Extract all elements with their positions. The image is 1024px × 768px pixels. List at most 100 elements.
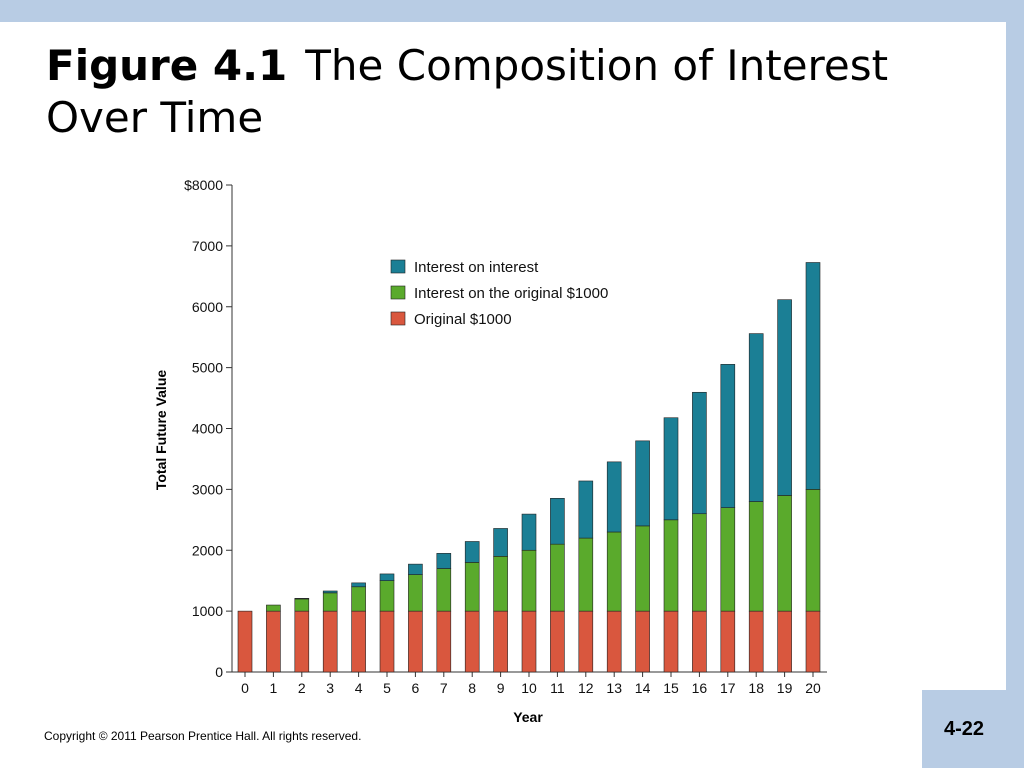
legend-label: Interest on the original $1000 [414,285,608,302]
x-tick-label: 14 [635,680,651,696]
bar-segment-interest-on-original [777,495,792,612]
bar-segment-interest-on-original [322,592,338,612]
x-tick-label: 7 [440,680,448,696]
bar-segment-interest-on-interest [521,513,537,551]
y-axis-label: Total Future Value [153,370,169,491]
bar-segment-interest-on-original [266,604,281,612]
y-tick-label: 7000 [192,238,223,254]
bar-segment-original [294,610,310,673]
legend-label: Original $1000 [414,311,512,328]
y-tick-label: 5000 [192,360,223,376]
bar-segment-interest-on-original [720,507,736,612]
bar-segment-original [805,610,821,673]
bar-segment-original [408,610,423,673]
bar-segment-original [635,610,650,673]
bar-segment-original [379,610,395,673]
bar-segment-original [237,610,253,673]
copyright-notice: Copyright © 2011 Pearson Prentice Hall. … [44,729,362,743]
figure-title: The Composition of Interest Over Time [46,41,889,142]
legend: Interest on interest Interest on the orig… [390,259,608,328]
page-number: 4-22 [943,718,985,740]
bar-segment-original [692,610,707,673]
page-title: Figure 4.1 The Composition of Interest Ov… [46,40,986,144]
bar-segment-interest-on-original [606,531,622,612]
bar-segment-interest-on-interest [351,582,366,588]
bar-segment-original [606,610,622,673]
bar-segment-interest-on-original [805,489,821,612]
bar-segment-interest-on-interest [692,391,707,515]
x-tick-label: 4 [355,680,363,696]
x-tick-label: 17 [720,680,736,696]
bar-segment-interest-on-interest [493,528,508,557]
x-tick-label: 12 [578,680,594,696]
bar-segment-original [720,610,736,673]
bar-segment-interest-on-interest [379,573,395,581]
y-tick-label: 2000 [192,542,223,558]
x-tick-label: 6 [412,680,420,696]
bars [237,262,821,673]
bar-segment-interest-on-original [464,562,480,612]
legend-swatch [390,285,406,300]
bar-segment-interest-on-original [635,525,650,612]
bar-segment-interest-on-interest [805,262,821,490]
bar-segment-interest-on-interest [294,598,310,600]
bar-segment-interest-on-original [351,586,366,612]
x-tick-label: 18 [748,680,764,696]
bar-segment-interest-on-original [521,549,537,612]
y-tick-label: 6000 [192,299,223,315]
bar-segment-original [436,610,452,673]
bar-segment-interest-on-original [550,543,565,612]
bar-segment-interest-on-original [436,568,452,612]
x-tick-label: 1 [270,680,278,696]
page-number-box: 4-22 [922,690,1006,768]
bar-segment-interest-on-interest [408,563,423,575]
bar-segment-original [493,610,508,673]
bar-segment-interest-on-interest [720,364,736,508]
bar-segment-interest-on-original [379,580,395,612]
y-tick-label: $8000 [184,177,223,193]
x-tick-label: 10 [521,680,537,696]
bar-segment-interest-on-interest [436,553,452,569]
bar-segment-interest-on-original [294,598,310,612]
bar-segment-interest-on-original [663,519,679,612]
figure-number: Figure 4.1 [46,41,288,90]
y-tick-label: 3000 [192,481,223,497]
bar-segment-interest-on-original [748,501,764,612]
bar-segment-interest-on-interest [578,480,594,539]
x-axis-label: Year [513,709,543,725]
bar-segment-original [521,610,537,673]
bar-segment-interest-on-interest [550,498,565,545]
x-tick-label: 19 [777,680,793,696]
bar-segment-interest-on-interest [748,333,764,502]
bar-segment-original [322,610,338,673]
bar-segment-interest-on-original [493,556,508,612]
bar-segment-original [550,610,565,673]
x-tick-label: 0 [241,680,249,696]
bar-segment-original [464,610,480,673]
x-tick-label: 20 [805,680,821,696]
x-tick-label: 11 [550,680,565,696]
bar-segment-interest-on-original [408,574,423,612]
legend-label: Interest on interest [414,259,539,276]
bar-segment-interest-on-interest [464,541,480,563]
y-tick-label: 1000 [192,603,223,619]
bar-segment-original [266,610,281,673]
y-tick-label: 4000 [192,421,223,437]
x-tick-label: 13 [606,680,622,696]
bar-segment-interest-on-interest [606,461,622,533]
bar-segment-original [663,610,679,673]
x-tick-label: 5 [383,680,391,696]
x-tick-label: 9 [497,680,505,696]
bar-segment-interest-on-interest [635,440,650,527]
x-tick-label: 15 [663,680,679,696]
y-axis: 0 1000 2000 3000 4000 5000 6000 7000 $8000 [184,177,233,680]
x-tick-label: 8 [468,680,476,696]
x-tick-label: 3 [326,680,334,696]
x-tick-label: 2 [298,680,306,696]
bar-segment-interest-on-original [578,537,594,612]
x-tick-label: 16 [692,680,708,696]
bar-segment-original [777,610,792,673]
bar-segment-interest-on-interest [663,417,679,521]
legend-swatch [390,259,406,274]
